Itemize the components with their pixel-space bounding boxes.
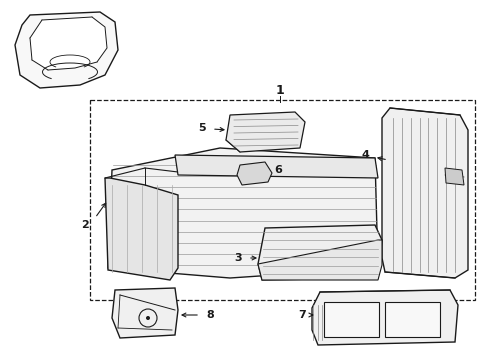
Bar bbox=[324, 302, 379, 337]
Text: 4: 4 bbox=[361, 150, 369, 160]
Polygon shape bbox=[15, 12, 118, 88]
Polygon shape bbox=[105, 178, 178, 280]
Bar bbox=[385, 302, 440, 337]
Polygon shape bbox=[258, 240, 382, 280]
Polygon shape bbox=[237, 162, 272, 185]
Polygon shape bbox=[445, 168, 464, 185]
Polygon shape bbox=[112, 288, 178, 338]
Circle shape bbox=[146, 316, 150, 320]
Polygon shape bbox=[226, 112, 305, 152]
Text: 8: 8 bbox=[206, 310, 214, 320]
Text: 6: 6 bbox=[274, 165, 282, 175]
Text: 7: 7 bbox=[298, 310, 306, 320]
Text: 3: 3 bbox=[234, 253, 242, 263]
Text: 1: 1 bbox=[275, 84, 284, 96]
Polygon shape bbox=[175, 155, 378, 178]
Bar bbox=[90, 100, 475, 300]
Polygon shape bbox=[258, 225, 382, 280]
Polygon shape bbox=[30, 17, 107, 70]
Polygon shape bbox=[382, 108, 468, 278]
Polygon shape bbox=[108, 148, 378, 278]
Polygon shape bbox=[312, 290, 458, 345]
Text: 5: 5 bbox=[198, 123, 206, 133]
Text: 2: 2 bbox=[81, 220, 89, 230]
